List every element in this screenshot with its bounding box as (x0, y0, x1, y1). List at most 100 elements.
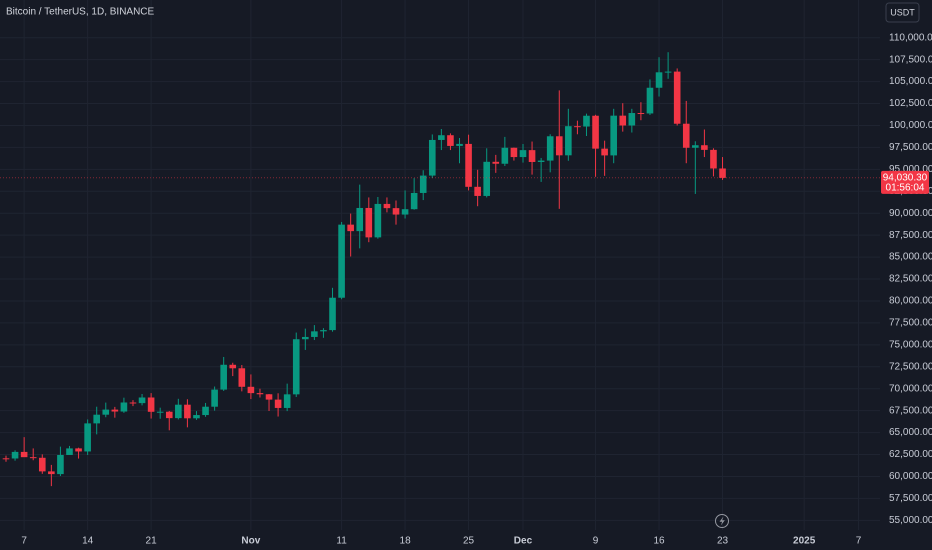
candle-body (48, 471, 55, 475)
candle-body (156, 411, 164, 413)
candle-body (528, 150, 536, 162)
candle-body (501, 147, 509, 164)
candle-body (329, 297, 336, 331)
candle-body (447, 135, 454, 146)
y-tick-label: 72,500.00 (889, 361, 932, 372)
y-tick-label: 60,000.00 (889, 471, 932, 482)
candle-body (193, 415, 200, 419)
candle-body (57, 454, 64, 475)
candle-body (274, 399, 282, 408)
candle-body (147, 397, 155, 412)
candle-body (537, 160, 545, 162)
candle-body (120, 402, 128, 412)
candle-body (465, 143, 472, 187)
y-tick-label: 100,000.00 (889, 120, 932, 131)
candle-body (111, 409, 119, 412)
y-tick-label: 77,500.00 (889, 318, 932, 329)
candle-body (84, 423, 91, 452)
y-tick-label: 62,500.00 (889, 449, 932, 460)
x-tick-label: 25 (463, 536, 475, 547)
candle-body (619, 115, 627, 126)
candle-body (637, 113, 645, 115)
candle-body (338, 224, 345, 298)
candle-body (165, 411, 173, 419)
candle-body (11, 451, 19, 459)
candle-body (438, 135, 445, 140)
candle-body (456, 143, 463, 146)
x-tick-label: Dec (514, 536, 533, 547)
candle-body (29, 457, 37, 459)
candle-body (229, 364, 237, 369)
candle-body (283, 394, 291, 408)
x-tick-label: 21 (146, 536, 158, 547)
candle-body (302, 336, 309, 340)
candle-body (365, 207, 373, 238)
candle-body (565, 126, 572, 156)
candle-body (419, 175, 427, 193)
candle-body (574, 126, 581, 128)
candle-body (628, 113, 636, 126)
candles (0, 52, 880, 487)
y-tick-label: 95,000.00 (889, 164, 932, 175)
candle-body (583, 115, 590, 127)
candle-body (220, 364, 227, 390)
candle-body (93, 414, 100, 424)
x-tick-label: Nov (241, 536, 260, 547)
candle-body (392, 208, 400, 215)
candle-body (211, 389, 218, 407)
y-tick-label: 107,500.00 (889, 54, 932, 65)
candle-body (646, 87, 654, 114)
currency-label[interactable]: USDT (890, 7, 915, 17)
candle-body (682, 123, 690, 148)
axes: 55,000.00 57,500.00 60,000.00 62,500.00 65,0… (21, 32, 932, 546)
y-tick-label: 110,000.00 (889, 32, 932, 43)
candle-body (311, 331, 318, 337)
candle-body (546, 136, 554, 161)
y-tick-label: 105,000.00 (889, 76, 932, 87)
y-tick-label: 55,000.00 (889, 515, 932, 526)
x-tick-label: 7 (21, 536, 27, 547)
candle-body (202, 406, 209, 416)
candle-body (184, 404, 191, 419)
candle-body (492, 161, 500, 164)
candle-body (519, 150, 527, 158)
x-tick-label: 14 (82, 536, 94, 547)
candle-body (247, 386, 255, 394)
candle-body (383, 203, 391, 209)
y-tick-label: 85,000.00 (889, 252, 932, 263)
x-tick-label: 11 (336, 536, 347, 547)
candle-body (102, 409, 110, 415)
y-tick-label: 70,000.00 (889, 383, 932, 394)
candle-body (555, 136, 563, 156)
candle-body (610, 115, 617, 156)
candle-body (428, 139, 436, 176)
y-tick-label: 67,500.00 (889, 405, 932, 416)
candle-body (510, 147, 518, 158)
x-tick-label: 18 (400, 536, 412, 547)
candle-body (701, 145, 708, 150)
candle-body (410, 192, 418, 210)
y-tick-label: 97,500.00 (889, 142, 932, 153)
candle-body (138, 397, 146, 404)
y-tick-label: 90,000.00 (889, 208, 932, 219)
currency-button[interactable] (885, 2, 920, 23)
chart-title: Bitcoin / TetherUS, 1D, BINANCE (6, 7, 155, 18)
candle-body (2, 458, 10, 460)
candle-body (655, 72, 663, 88)
candle-body (601, 148, 608, 156)
candle-body (20, 451, 28, 458)
candle-body (719, 168, 726, 178)
lightning-icon[interactable] (715, 514, 729, 528)
y-tick-label: 102,500.00 (889, 98, 932, 109)
candle-body (356, 207, 364, 232)
candle-body (175, 404, 182, 419)
candle-body (75, 448, 82, 452)
candle-body (256, 393, 264, 395)
x-tick-label: 7 (856, 536, 862, 547)
x-tick-label: 23 (717, 536, 729, 547)
y-tick-label: 80,000.00 (889, 296, 932, 307)
candle-body (320, 330, 327, 332)
y-tick-label: 82,500.00 (889, 274, 932, 285)
